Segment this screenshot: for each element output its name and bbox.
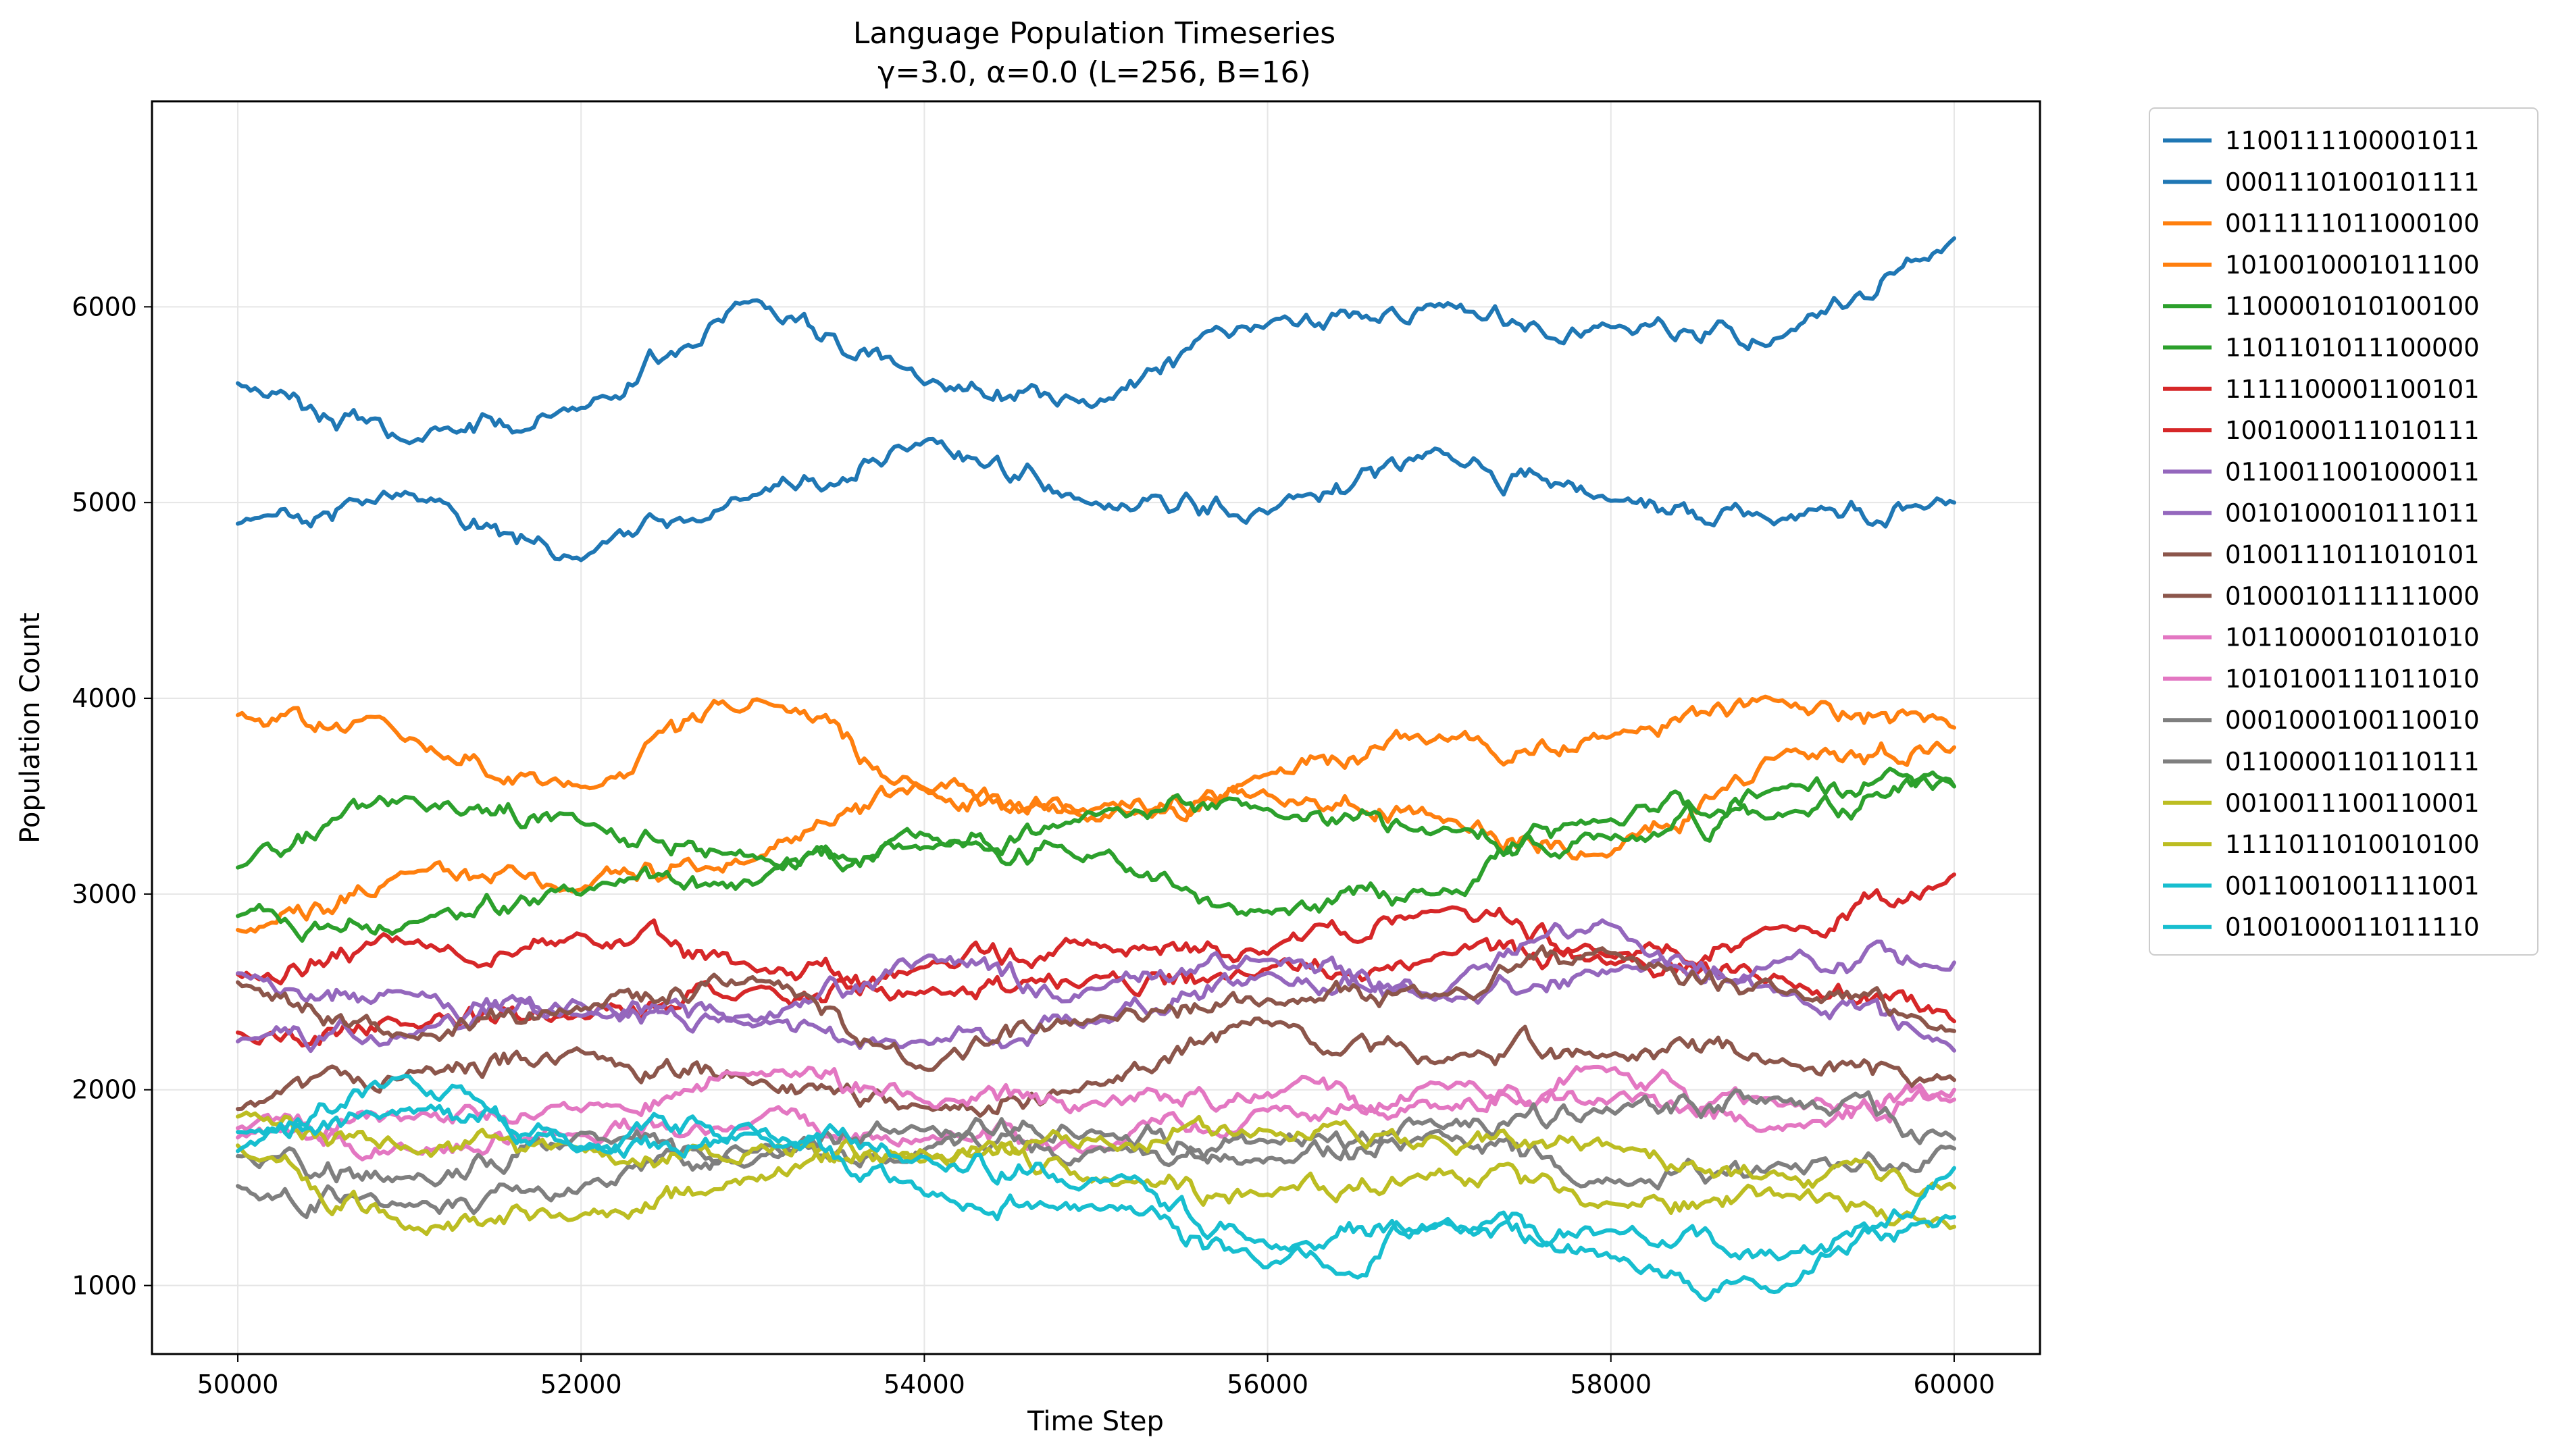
x-axis-label: Time Step bbox=[1027, 1406, 1164, 1437]
series-line-13 bbox=[236, 1064, 1956, 1142]
legend: 1100111100001011 0001110100101111 00111110… bbox=[2149, 107, 2538, 956]
x-tick-label: 60000 bbox=[1914, 1370, 1995, 1399]
legend-label: 0001000100110010 bbox=[2225, 706, 2480, 735]
legend-label: 0010011100110001 bbox=[2225, 789, 2480, 818]
legend-label: 0100010111111000 bbox=[2225, 581, 2480, 610]
series-line-5 bbox=[236, 770, 1956, 873]
series-line-20 bbox=[236, 1073, 1956, 1303]
chart-subtitle: γ=3.0, α=0.0 (L=256, B=16) bbox=[877, 55, 1310, 90]
y-axis-ticks: 1000 2000 3000 4000 5000 6000 bbox=[72, 292, 152, 1301]
series-line-1 bbox=[236, 236, 1956, 446]
legend-label: 0011001001111001 bbox=[2225, 871, 2480, 900]
legend-label: 1010100111011010 bbox=[2225, 665, 2480, 694]
y-axis-label: Population Count bbox=[15, 613, 46, 843]
series-line-7 bbox=[236, 872, 1956, 997]
x-tick-label: 58000 bbox=[1570, 1370, 1652, 1399]
legend-label: 0010100010111011 bbox=[2225, 499, 2480, 528]
legend-label: 1100111100001011 bbox=[2225, 126, 2480, 155]
series-line-6 bbox=[236, 766, 1956, 943]
legend-label: 0100111011010101 bbox=[2225, 540, 2480, 569]
series-line-16 bbox=[236, 1128, 1956, 1191]
legend-label: 1111011010010100 bbox=[2225, 830, 2480, 859]
series-line-11 bbox=[236, 944, 1956, 1072]
legend-label: 1001000111010111 bbox=[2225, 416, 2480, 445]
series-line-12 bbox=[236, 1016, 1956, 1118]
legend-label: 0100100011011110 bbox=[2225, 913, 2480, 942]
y-tick-label: 3000 bbox=[72, 879, 137, 909]
y-tick-label: 6000 bbox=[72, 292, 137, 321]
plot-series bbox=[236, 236, 1956, 1303]
series-line-17 bbox=[236, 1110, 1956, 1197]
y-tick-label: 2000 bbox=[72, 1075, 137, 1105]
x-tick-label: 54000 bbox=[884, 1370, 965, 1399]
series-line-15 bbox=[236, 1088, 1956, 1220]
legend-label: 0001110100101111 bbox=[2225, 167, 2480, 197]
y-tick-label: 4000 bbox=[72, 683, 137, 713]
series-line-10 bbox=[236, 918, 1956, 1054]
chart-title: Language Population Timeseries bbox=[853, 16, 1335, 51]
legend-box bbox=[2149, 107, 2538, 956]
plot-frame bbox=[151, 100, 2041, 1355]
series-line-3 bbox=[236, 694, 1956, 823]
legend-label: 0011111011000100 bbox=[2225, 209, 2480, 238]
x-axis-ticks: 50000 52000 54000 56000 58000 60000 bbox=[197, 1354, 1995, 1399]
series-line-19 bbox=[236, 1103, 1956, 1262]
legend-label: 0110000110110111 bbox=[2225, 748, 2480, 777]
legend-label: 1100001010100100 bbox=[2225, 292, 2480, 321]
y-tick-label: 5000 bbox=[72, 488, 137, 517]
x-tick-label: 56000 bbox=[1227, 1370, 1308, 1399]
y-tick-label: 1000 bbox=[72, 1271, 137, 1301]
series-line-4 bbox=[236, 740, 1956, 934]
x-tick-label: 52000 bbox=[540, 1370, 622, 1399]
x-tick-label: 50000 bbox=[197, 1370, 279, 1399]
legend-label: 1011000010101010 bbox=[2225, 623, 2480, 652]
legend-label: 1111100001100101 bbox=[2225, 375, 2480, 404]
legend-label: 0110011001000011 bbox=[2225, 457, 2480, 486]
legend-label: 1010010001011100 bbox=[2225, 251, 2480, 280]
legend-label: 1101101011100000 bbox=[2225, 334, 2480, 363]
series-line-2 bbox=[236, 436, 1956, 563]
